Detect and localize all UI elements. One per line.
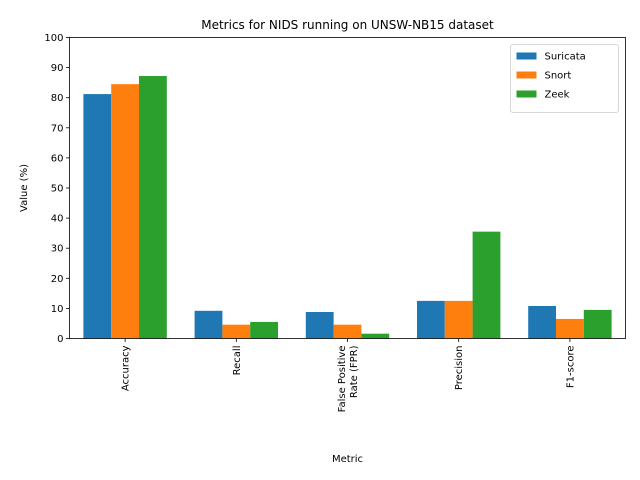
bar-suricata-4	[528, 305, 556, 339]
x-tick-label: Recall	[232, 346, 243, 376]
y-axis-label: Value (%)	[19, 164, 30, 212]
x-axis-label: Metric	[332, 454, 363, 465]
x-tick-label: Accuracy	[121, 345, 132, 391]
y-tick-label: 70	[51, 123, 64, 134]
y-tick-label: 100	[44, 33, 63, 44]
bar-suricata-3	[417, 300, 445, 339]
bar-zeek-2	[361, 333, 390, 339]
x-axis-ticks: Accuracy Recall False PositiveRate (FPR) Pr…	[121, 338, 576, 412]
x-tick-label: Precision	[454, 346, 465, 391]
y-tick-label: 60	[51, 153, 64, 164]
y-tick-label: 90	[51, 63, 64, 74]
plot-area-frame	[69, 37, 626, 339]
legend-label-suricata: Suricata	[545, 52, 586, 63]
y-tick-label: 10	[51, 304, 64, 315]
bar-suricata-1	[194, 310, 223, 339]
legend-label-snort: Snort	[545, 71, 572, 82]
legend-swatch-zeek	[516, 90, 537, 98]
bar-zeek-4	[583, 309, 612, 339]
x-tick-label-line: F1-score	[565, 346, 576, 389]
bar-snort-1	[222, 324, 251, 339]
y-tick-label: 40	[51, 214, 64, 225]
x-tick-label-line: Precision	[454, 346, 465, 391]
bar-zeek-1	[250, 321, 278, 339]
x-tick-label: F1-score	[565, 346, 576, 389]
bar-zeek-3	[472, 231, 501, 339]
y-tick-label: 50	[51, 184, 64, 195]
x-tick-label-line: Recall	[232, 346, 243, 376]
chart-title: Metrics for NIDS running on UNSW-NB15 da…	[201, 18, 494, 32]
legend-swatch-snort	[516, 71, 537, 79]
y-tick-label: 80	[51, 93, 64, 104]
legend-label-zeek: Zeek	[545, 90, 570, 101]
y-axis-ticks: 0 10 20 30 40 50 60 70 80 90 100	[44, 33, 70, 345]
x-tick-label-line: Accuracy	[121, 345, 132, 391]
x-tick-label-line: False Positive	[337, 346, 348, 413]
bar-snort-0	[111, 84, 139, 339]
bar-suricata-0	[83, 94, 112, 339]
y-tick-label: 0	[57, 334, 63, 345]
legend: Suricata Snort Zeek	[510, 44, 619, 113]
bars-group	[83, 76, 612, 339]
x-tick-label: False PositiveRate (FPR)	[337, 345, 360, 412]
bar-snort-4	[556, 318, 584, 339]
legend-frame	[510, 44, 619, 113]
y-tick-label: 20	[51, 274, 64, 285]
bar-snort-2	[333, 324, 362, 339]
y-tick-label: 30	[51, 244, 64, 255]
bar-snort-3	[444, 300, 473, 339]
bar-zeek-0	[139, 76, 167, 339]
legend-swatch-suricata	[516, 52, 537, 60]
x-tick-label-line: Rate (FPR)	[349, 345, 360, 398]
bar-suricata-2	[305, 312, 334, 339]
